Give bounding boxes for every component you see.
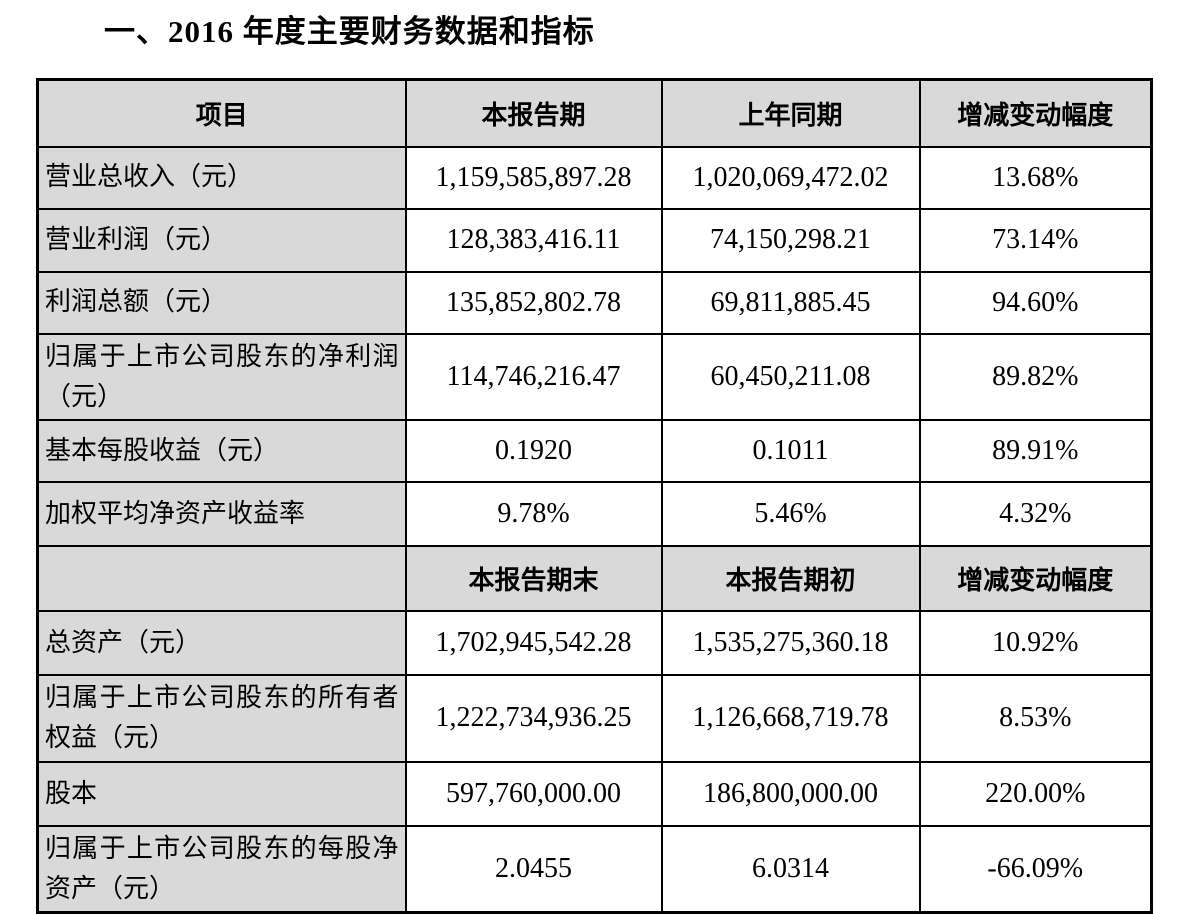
change-value: -66.09% <box>918 824 1153 914</box>
current-period-value: 128,383,416.11 <box>404 207 663 273</box>
header-prior-period: 上年同期 <box>660 78 921 148</box>
change-value: 10.92% <box>918 610 1153 677</box>
header-period-begin: 本报告期初 <box>660 545 921 613</box>
row-label: 营业总收入（元） <box>36 145 407 210</box>
row-label: 利润总额（元） <box>36 270 407 335</box>
period-end-value: 1,702,945,542.28 <box>404 610 663 677</box>
header-change: 增减变动幅度 <box>918 545 1153 613</box>
period-begin-value: 186,800,000.00 <box>660 760 921 827</box>
table-row: 加权平均净资产收益率 9.78% 5.46% 4.32% <box>36 481 1153 548</box>
prior-period-value: 0.1011 <box>660 419 921 484</box>
period-end-value: 2.0455 <box>404 824 663 914</box>
row-label: 归属于上市公司股东的所有者权益（元） <box>36 674 407 763</box>
prior-period-value: 1,020,069,472.02 <box>660 145 921 210</box>
table-row: 归属于上市公司股东的净利润（元） 114,746,216.47 60,450,2… <box>36 332 1153 422</box>
table-header-row-period: 项目 本报告期 上年同期 增减变动幅度 <box>36 78 1153 148</box>
section-title: 一、2016 年度主要财务数据和指标 <box>104 14 595 49</box>
row-label: 归属于上市公司股东的净利润（元） <box>36 332 407 422</box>
change-value: 73.14% <box>918 207 1153 273</box>
current-period-value: 9.78% <box>404 481 663 548</box>
row-label: 总资产（元） <box>36 610 407 677</box>
financial-table: 项目 本报告期 上年同期 增减变动幅度 营业总收入（元） 1,159,585,8… <box>36 78 1153 914</box>
period-end-value: 597,760,000.00 <box>404 760 663 827</box>
prior-period-value: 74,150,298.21 <box>660 207 921 273</box>
table-row: 归属于上市公司股东的所有者权益（元） 1,222,734,936.25 1,12… <box>36 674 1153 763</box>
current-period-value: 135,852,802.78 <box>404 270 663 335</box>
current-period-value: 0.1920 <box>404 419 663 484</box>
change-value: 8.53% <box>918 674 1153 763</box>
table-row: 基本每股收益（元） 0.1920 0.1011 89.91% <box>36 419 1153 484</box>
period-begin-value: 1,535,275,360.18 <box>660 610 921 677</box>
header-item: 项目 <box>36 78 407 148</box>
header-period-end: 本报告期末 <box>404 545 663 613</box>
header-change: 增减变动幅度 <box>918 78 1153 148</box>
period-end-value: 1,222,734,936.25 <box>404 674 663 763</box>
current-period-value: 114,746,216.47 <box>404 332 663 422</box>
table-row: 股本 597,760,000.00 186,800,000.00 220.00% <box>36 760 1153 827</box>
change-value: 89.91% <box>918 419 1153 484</box>
change-value: 13.68% <box>918 145 1153 210</box>
header-item-empty <box>36 545 407 613</box>
table-header-row-balance: 本报告期末 本报告期初 增减变动幅度 <box>36 545 1153 613</box>
table-row: 营业利润（元） 128,383,416.11 74,150,298.21 73.… <box>36 207 1153 273</box>
table-row: 营业总收入（元） 1,159,585,897.28 1,020,069,472.… <box>36 145 1153 210</box>
prior-period-value: 60,450,211.08 <box>660 332 921 422</box>
table-row: 利润总额（元） 135,852,802.78 69,811,885.45 94.… <box>36 270 1153 335</box>
header-current-period: 本报告期 <box>404 78 663 148</box>
row-label: 基本每股收益（元） <box>36 419 407 484</box>
period-begin-value: 6.0314 <box>660 824 921 914</box>
row-label: 归属于上市公司股东的每股净资产（元） <box>36 824 407 914</box>
period-begin-value: 1,126,668,719.78 <box>660 674 921 763</box>
row-label: 营业利润（元） <box>36 207 407 273</box>
table-row: 归属于上市公司股东的每股净资产（元） 2.0455 6.0314 -66.09% <box>36 824 1153 914</box>
prior-period-value: 69,811,885.45 <box>660 270 921 335</box>
change-value: 4.32% <box>918 481 1153 548</box>
table-row: 总资产（元） 1,702,945,542.28 1,535,275,360.18… <box>36 610 1153 677</box>
change-value: 94.60% <box>918 270 1153 335</box>
change-value: 89.82% <box>918 332 1153 422</box>
row-label: 加权平均净资产收益率 <box>36 481 407 548</box>
change-value: 220.00% <box>918 760 1153 827</box>
row-label: 股本 <box>36 760 407 827</box>
current-period-value: 1,159,585,897.28 <box>404 145 663 210</box>
prior-period-value: 5.46% <box>660 481 921 548</box>
